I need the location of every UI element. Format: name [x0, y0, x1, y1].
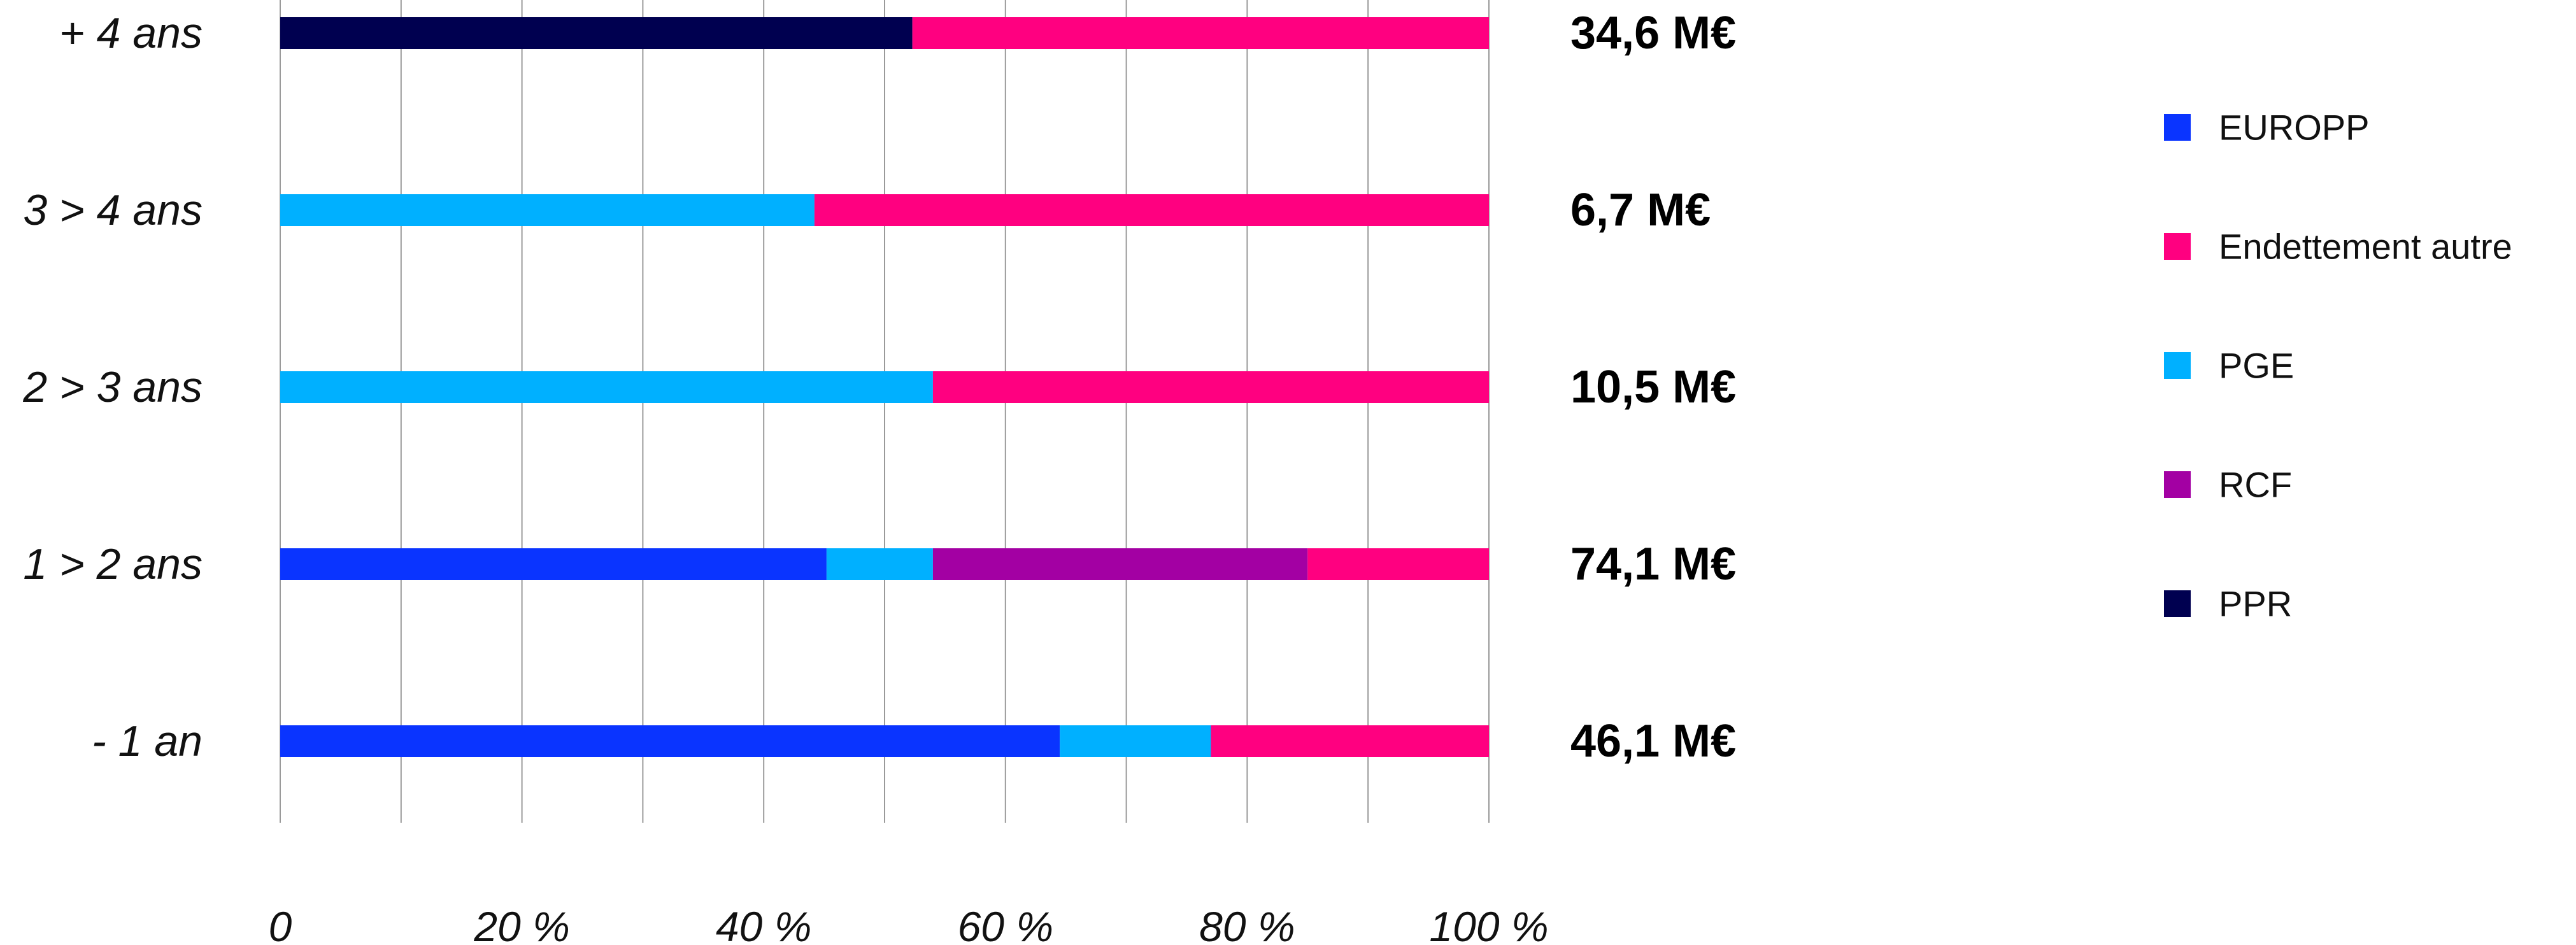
bar-segment-rcf — [932, 548, 1308, 580]
x-tick-label: 20 % — [473, 903, 569, 945]
total-label: 34,6 M€ — [1570, 8, 1736, 59]
x-tick-label: 60 % — [958, 903, 1053, 945]
legend-swatch-endettement-autre — [2164, 233, 2191, 260]
legend-label-europp: EUROPP — [2219, 108, 2370, 148]
x-axis-tick-labels: 0 20 % 40 % 60 % 80 % 100 % — [269, 903, 1549, 945]
bar-segment-ppr — [280, 17, 913, 49]
bar-segment-endettement-autre — [932, 371, 1489, 403]
legend-label-pge: PGE — [2219, 346, 2294, 386]
category-label: 2 > 3 ans — [22, 363, 203, 411]
legend-label-ppr: PPR — [2219, 584, 2292, 624]
category-label: + 4 ans — [59, 9, 203, 57]
category-label: - 1 an — [92, 717, 203, 765]
x-tick-label: 80 % — [1199, 903, 1295, 945]
total-labels: 34,6 M€ 6,7 M€ 10,5 M€ 74,1 M€ 46,1 M€ — [1570, 8, 1736, 767]
legend: EUROPP Endettement autre PGE RCF PPR — [2164, 108, 2512, 624]
legend-swatch-ppr — [2164, 590, 2191, 617]
category-label: 1 > 2 ans — [23, 540, 203, 588]
gridlines — [280, 0, 1490, 823]
bar-segment-pge — [280, 371, 933, 403]
x-tick-label: 100 % — [1429, 903, 1548, 945]
total-label: 6,7 M€ — [1570, 185, 1711, 236]
legend-label-rcf: RCF — [2219, 465, 2292, 505]
total-label: 10,5 M€ — [1570, 362, 1736, 413]
category-label: 3 > 4 ans — [23, 186, 203, 234]
legend-label-endettement-autre: Endettement autre — [2219, 227, 2512, 267]
bars — [280, 17, 1489, 757]
bar-segment-europp — [280, 725, 1060, 757]
bar-segment-endettement-autre — [1211, 725, 1489, 757]
legend-swatch-europp — [2164, 114, 2191, 141]
x-tick-label: 40 % — [716, 903, 811, 945]
bar-segment-endettement-autre — [912, 17, 1489, 49]
bar-segment-pge — [826, 548, 933, 580]
x-tick-label: 0 — [269, 903, 292, 945]
bar-segment-europp — [280, 548, 827, 580]
total-label: 46,1 M€ — [1570, 716, 1736, 767]
bar-segment-pge — [1060, 725, 1211, 757]
legend-swatch-rcf — [2164, 471, 2191, 498]
bar-segment-endettement-autre — [1307, 548, 1489, 580]
bar-segment-endettement-autre — [814, 194, 1489, 226]
category-labels: + 4 ans 3 > 4 ans 2 > 3 ans 1 > 2 ans - 1 an — [22, 9, 203, 765]
total-label: 74,1 M€ — [1570, 539, 1736, 590]
legend-swatch-pge — [2164, 352, 2191, 379]
bar-segment-pge — [280, 194, 815, 226]
